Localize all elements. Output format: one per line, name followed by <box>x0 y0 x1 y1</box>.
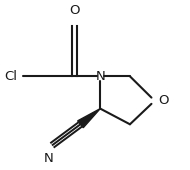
Text: O: O <box>159 94 169 107</box>
Polygon shape <box>78 109 100 128</box>
Text: N: N <box>44 152 54 165</box>
Text: N: N <box>95 70 105 83</box>
Text: O: O <box>69 4 80 17</box>
Text: Cl: Cl <box>4 70 17 83</box>
